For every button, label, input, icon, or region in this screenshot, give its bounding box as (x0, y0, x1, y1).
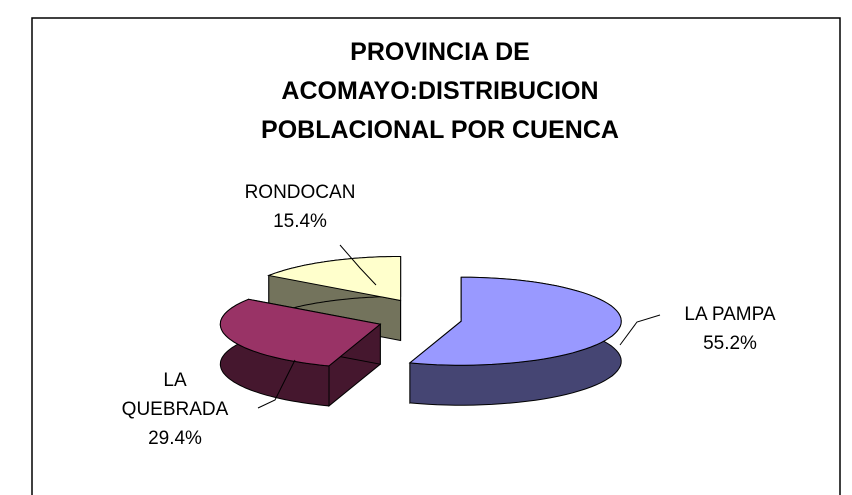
category-label: LA QUEBRADA (121, 370, 229, 420)
slice-top (408, 276, 622, 366)
pie-slice (219, 298, 382, 407)
chart-title: POBLACIONAL POR CUENCA (261, 116, 619, 144)
slice-top (267, 256, 402, 302)
data-label: RONDOCAN 15.4% (235, 178, 365, 236)
leader-line (619, 314, 661, 346)
leader-line (339, 244, 377, 286)
pie-slice (267, 256, 402, 342)
value-label: 29.4% (148, 428, 202, 449)
chart-title: ACOMAYO:DISTRIBUCION (281, 77, 598, 105)
value-label: 15.4% (273, 211, 327, 232)
leader-line (257, 359, 296, 409)
pie-slice (408, 276, 622, 406)
category-label: RONDOCAN (244, 182, 356, 203)
data-label: LA QUEBRADA 29.4% (120, 366, 230, 453)
data-label: LA PAMPA 55.2% (665, 300, 795, 358)
chart-title: PROVINCIA DE (350, 38, 530, 66)
value-label: 55.2% (703, 333, 757, 354)
chart-frame (31, 17, 841, 495)
slice-top (219, 298, 382, 367)
category-label: LA PAMPA (684, 304, 776, 325)
pie (219, 256, 622, 407)
